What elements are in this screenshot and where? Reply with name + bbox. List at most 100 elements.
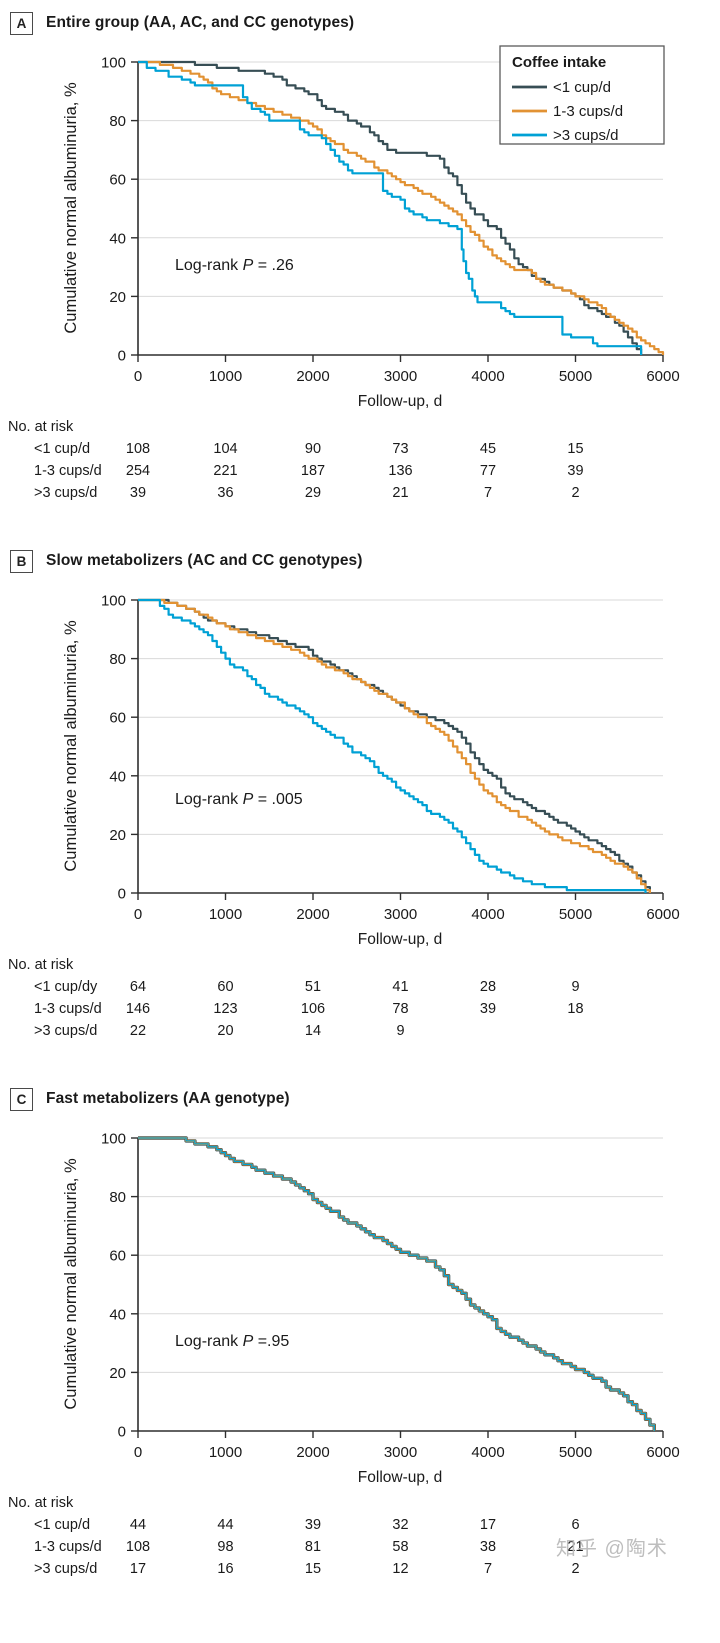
km-curve--3-cups-d <box>138 1137 655 1431</box>
risk-row-label: <1 cup/d <box>34 1517 91 1533</box>
survival-curves <box>138 598 651 893</box>
risk-row: <1 cup/d 44 44 39 32 17 6 <box>0 1517 720 1537</box>
risk-table-header: No. at risk <box>8 957 74 973</box>
risk-table-panel-c: No. at risk <1 cup/d 44 44 39 32 17 6 1-3 cups/… <box>0 1490 720 1586</box>
risk-table-header: No. at risk <box>8 1495 74 1511</box>
risk-value: 106 <box>300 1001 326 1017</box>
risk-value: 17 <box>129 1561 147 1577</box>
x-axis-label: Follow-up, d <box>358 931 442 948</box>
y-axis-label: Cumulative normal albuminuria, % <box>62 620 80 872</box>
svg-text:0: 0 <box>118 348 126 365</box>
legend-title: Coffee intake <box>512 54 606 71</box>
risk-row: <1 cup/dy 64 60 51 41 28 9 <box>0 979 720 999</box>
svg-text:60: 60 <box>109 710 126 727</box>
km-curve--1-cup-d <box>138 598 651 893</box>
risk-row-label: >3 cups/d <box>34 1561 98 1577</box>
survival-curves <box>138 1136 656 1431</box>
risk-value: 15 <box>567 441 584 457</box>
panel-b-header: B Slow metabolizers (AC and CC genotypes… <box>10 548 720 574</box>
risk-value: 81 <box>304 1539 322 1555</box>
legend: Coffee intake <1 cup/d 1-3 cups/d >3 cup… <box>499 45 665 145</box>
risk-value: 78 <box>392 1001 409 1017</box>
risk-row-label: >3 cups/d <box>34 1023 98 1039</box>
svg-text:1000: 1000 <box>209 368 242 385</box>
svg-text:5000: 5000 <box>559 906 592 923</box>
svg-text:6000: 6000 <box>646 368 679 385</box>
risk-value: 187 <box>300 463 326 479</box>
legend-label-gt3: >3 cups/d <box>553 127 618 144</box>
risk-row: <1 cup/d 108 104 90 73 45 15 <box>0 441 720 461</box>
risk-value: 44 <box>217 1517 234 1533</box>
panel-c: C Fast metabolizers (AA genotype) 0 20 40 6… <box>0 1086 720 1586</box>
risk-value: 64 <box>129 979 147 995</box>
risk-row: >3 cups/d 17 16 15 12 7 2 <box>0 1561 720 1581</box>
svg-text:5000: 5000 <box>559 368 592 385</box>
risk-value: 21 <box>392 485 409 501</box>
panel-a-header: A Entire group (AA, AC, and CC genotypes… <box>10 10 720 36</box>
risk-value: 77 <box>479 463 497 479</box>
legend-box <box>499 45 665 145</box>
risk-value: 16 <box>217 1561 234 1577</box>
risk-value: 36 <box>217 485 234 501</box>
gridlines <box>138 1137 663 1373</box>
risk-table-header: No. at risk <box>8 419 74 435</box>
risk-value: 254 <box>125 463 151 479</box>
svg-text:80: 80 <box>109 1189 126 1206</box>
panel-b: B Slow metabolizers (AC and CC genotypes… <box>0 548 720 1048</box>
risk-value: 12 <box>392 1561 409 1577</box>
risk-value: 2 <box>571 485 580 501</box>
risk-value: 7 <box>483 1561 493 1577</box>
svg-text:3000: 3000 <box>384 368 417 385</box>
km-curve-1-3-cups-d <box>138 1136 656 1431</box>
km-curve--1-cup-d <box>138 60 643 355</box>
risk-value: 108 <box>125 441 151 457</box>
risk-value: 15 <box>304 1561 322 1577</box>
risk-value: 22 <box>129 1023 147 1039</box>
risk-value: 28 <box>479 979 497 995</box>
risk-value: 14 <box>304 1023 322 1039</box>
logrank-annotation: Log-rank P =.95 <box>175 1333 289 1350</box>
x-axis-label: Follow-up, d <box>358 1469 442 1486</box>
site-watermark: 知乎 @陶术 <box>556 1538 668 1560</box>
risk-row-label: 1-3 cups/d <box>34 1001 102 1017</box>
risk-row-label: <1 cup/dy <box>34 979 98 995</box>
svg-text:0: 0 <box>134 1444 142 1461</box>
risk-value: 2 <box>571 1561 580 1577</box>
svg-text:100: 100 <box>101 1131 126 1148</box>
panel-a-letter-badge: A <box>10 11 33 35</box>
km-curve-1-3-cups-d <box>138 598 651 893</box>
risk-value: 18 <box>567 1001 584 1017</box>
svg-text:4000: 4000 <box>471 368 504 385</box>
y-axis-label: Cumulative normal albuminuria, % <box>62 1158 80 1410</box>
risk-value: 73 <box>392 441 409 457</box>
svg-text:2000: 2000 <box>296 368 329 385</box>
risk-row-label: 1-3 cups/d <box>34 463 102 479</box>
risk-value: 60 <box>217 979 234 995</box>
risk-value: 108 <box>125 1539 151 1555</box>
panel-c-header: C Fast metabolizers (AA genotype) <box>10 1086 720 1112</box>
risk-value: 39 <box>567 463 584 479</box>
panel-a: A Entire group (AA, AC, and CC genotypes… <box>0 10 720 510</box>
risk-value: 9 <box>571 979 580 995</box>
risk-value: 98 <box>217 1539 234 1555</box>
panel-c-title: Fast metabolizers (AA genotype) <box>46 1090 290 1107</box>
risk-value: 39 <box>304 1517 322 1533</box>
svg-text:2000: 2000 <box>296 1444 329 1461</box>
svg-text:6000: 6000 <box>646 1444 679 1461</box>
risk-value: 221 <box>213 463 238 479</box>
km-curve-1-3-cups-d <box>138 60 665 355</box>
svg-text:100: 100 <box>101 593 126 610</box>
risk-value: 146 <box>125 1001 151 1017</box>
svg-text:20: 20 <box>109 1365 126 1382</box>
svg-text:3000: 3000 <box>384 906 417 923</box>
survival-curves <box>138 60 665 355</box>
risk-row: 1-3 cups/d 146 123 106 78 39 18 <box>0 1001 720 1021</box>
svg-text:60: 60 <box>109 172 126 189</box>
risk-value: 29 <box>304 485 322 501</box>
risk-row: >3 cups/d 22 20 14 9 <box>0 1023 720 1043</box>
